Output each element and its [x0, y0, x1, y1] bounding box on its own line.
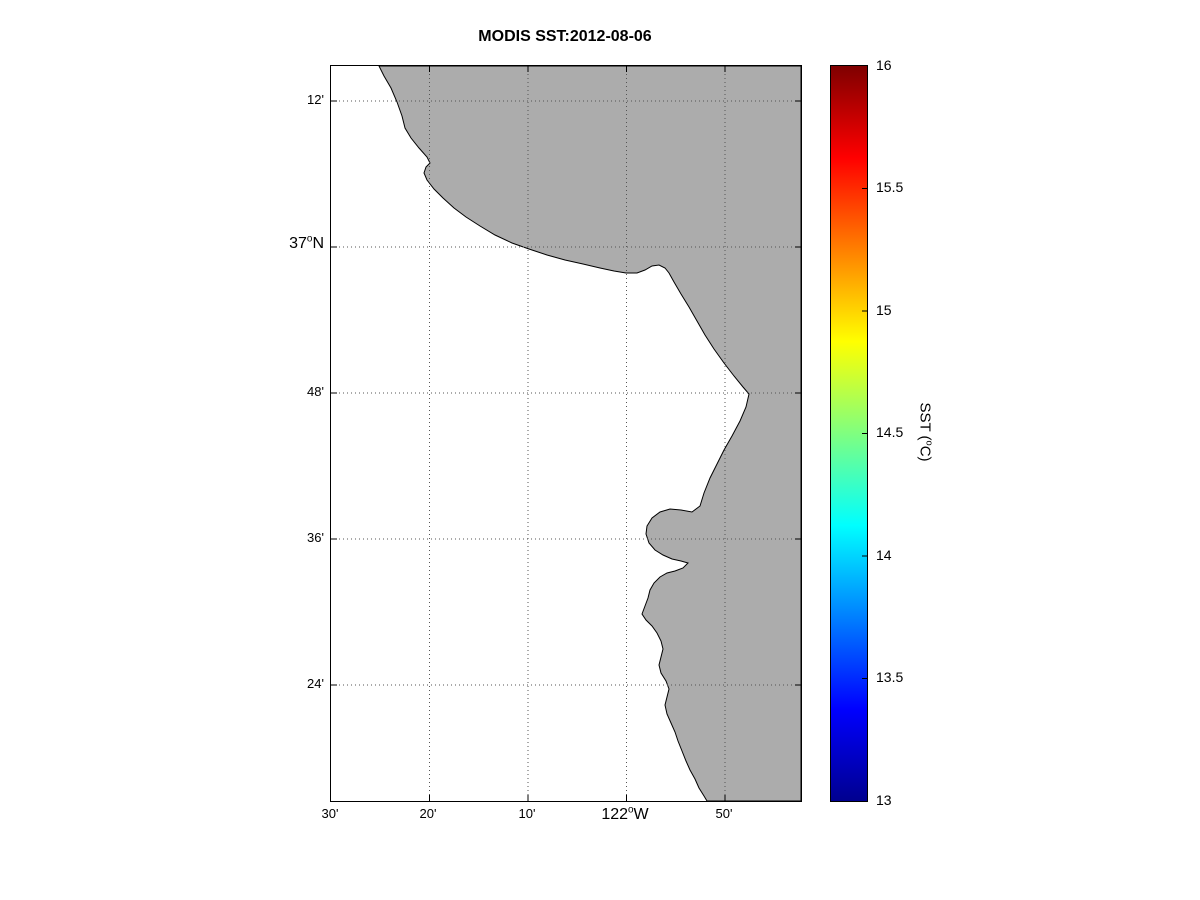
- plot-area: [330, 65, 802, 802]
- cb-tick-13: 13: [876, 792, 892, 808]
- x-tick-30min: 30': [321, 806, 339, 821]
- axis-tick-marks: [331, 66, 801, 801]
- plot-title: MODIS SST:2012-08-06: [478, 28, 652, 45]
- x-degree-sup: o: [628, 804, 634, 816]
- colorbar: [830, 65, 868, 802]
- cb-label-suffix: C): [916, 445, 934, 462]
- x-tick-50min: 50': [715, 806, 733, 821]
- cb-tick-16: 16: [876, 57, 892, 73]
- cb-tick-13-5: 13.5: [876, 669, 904, 685]
- cb-tick-14: 14: [876, 547, 892, 563]
- colorbar-axis-label: SST (oC): [916, 402, 935, 462]
- x-tick-20min: 20': [419, 806, 437, 821]
- y-tick-24min: 24': [307, 676, 324, 691]
- map-svg: [331, 66, 801, 801]
- land-polygon: [378, 66, 801, 801]
- y-tick-48min: 48': [307, 384, 324, 399]
- x-degree-dir: W: [633, 806, 649, 823]
- y-tick-36min: 36': [307, 530, 324, 545]
- x-axis-degree-label: 122oW: [580, 804, 670, 823]
- cb-tick-14-5: 14.5: [876, 424, 904, 440]
- y-degree-sup: o: [306, 233, 313, 245]
- y-degree-dir: N: [312, 235, 324, 252]
- cb-tick-15-5: 15.5: [876, 179, 904, 195]
- colorbar-svg: [831, 66, 867, 801]
- y-degree-value: 37: [289, 235, 307, 252]
- x-tick-10min: 10': [518, 806, 536, 821]
- x-degree-value: 122: [601, 806, 629, 823]
- colorbar-tick-marks: [862, 188, 867, 679]
- gridlines: [331, 66, 801, 801]
- y-axis-degree-label: 37oN: [238, 233, 324, 253]
- colorbar-gradient: [831, 66, 867, 801]
- cb-tick-15: 15: [876, 302, 892, 318]
- cb-label-prefix: SST (: [916, 402, 934, 441]
- coastline-land: [378, 66, 801, 801]
- y-tick-12min: 12': [307, 92, 324, 107]
